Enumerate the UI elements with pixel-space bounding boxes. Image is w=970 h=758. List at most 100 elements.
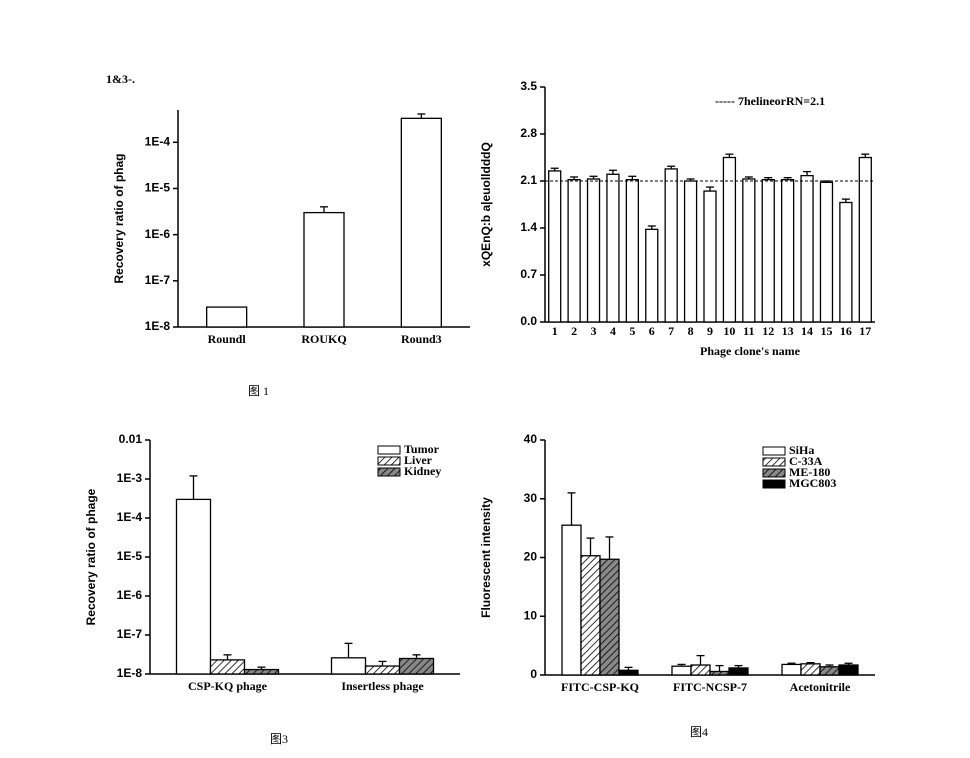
bar — [625, 179, 640, 323]
y-tick-label: 0.0 — [520, 314, 537, 328]
y-axis-label: Recovery ratio of phage — [84, 488, 98, 625]
bar — [303, 211, 345, 328]
bar — [580, 555, 601, 676]
y-tick-label: 1E-4 — [117, 510, 143, 524]
bar — [703, 190, 717, 323]
error-bar — [223, 654, 232, 660]
y-tick-label: 1E-5 — [117, 549, 143, 563]
bar — [618, 669, 639, 676]
bar — [722, 156, 737, 323]
error-bar — [320, 206, 328, 213]
y-axis-label: xQEnQ:b a|euolldddQ — [479, 142, 493, 267]
y-tick-label: 20 — [524, 550, 538, 564]
bar — [800, 663, 821, 676]
bar — [206, 306, 248, 328]
y-tick-label: 1E-6 — [145, 227, 171, 241]
error-bar — [803, 170, 812, 176]
x-tick-label: 6 — [649, 324, 655, 338]
y-tick-label: 1E-8 — [117, 666, 143, 680]
x-tick-label: 14 — [801, 324, 813, 338]
error-bar — [608, 169, 617, 175]
bar — [819, 181, 834, 323]
x-tick-label: ROUKQ — [301, 332, 346, 346]
error-bar — [725, 153, 734, 158]
x-tick-label: Roundl — [208, 332, 247, 346]
x-tick-label: FITC-CSP-KQ — [561, 680, 639, 694]
y-tick-label: 10 — [524, 608, 538, 622]
y-tick-label: 40 — [524, 432, 538, 446]
legend-swatch — [762, 457, 786, 467]
legend-label: ----- 7helineorRN=2.1 — [715, 94, 825, 108]
error-bar — [861, 153, 870, 158]
bar — [599, 558, 620, 676]
error-bar — [567, 492, 576, 526]
x-tick-label: 2 — [571, 324, 577, 338]
bar — [781, 663, 802, 676]
x-tick-label: 11 — [743, 324, 754, 338]
bar — [330, 657, 367, 675]
bar — [209, 659, 246, 675]
bar — [742, 178, 756, 323]
y-tick-label: 1E-7 — [117, 627, 143, 641]
bar — [690, 664, 711, 676]
x-tick-label: CSP-KQ phage — [188, 679, 268, 693]
x-tick-label: FITC-NCSP-7 — [673, 680, 747, 694]
bar — [664, 168, 678, 323]
y-tick-label: 0.01 — [119, 432, 143, 446]
y-tick-label: 1E-5 — [145, 181, 171, 195]
y-tick-label: 2.1 — [520, 173, 537, 187]
legend-swatch — [377, 467, 401, 477]
legend-label: Tumor — [404, 442, 440, 456]
error-bar — [378, 660, 387, 667]
error-bar — [667, 165, 676, 169]
x-tick-label: 16 — [840, 324, 852, 338]
error-bar — [586, 537, 595, 556]
bar — [175, 498, 212, 675]
y-tick-label: 1.4 — [520, 220, 537, 234]
error-bar — [189, 475, 198, 500]
x-tick-label: 10 — [723, 324, 735, 338]
x-axis-label: Phage clone's name — [700, 344, 801, 358]
bar — [709, 670, 730, 676]
x-tick-label: Round3 — [401, 332, 442, 346]
bar — [858, 156, 872, 323]
error-bar — [744, 176, 753, 179]
bar — [561, 524, 582, 676]
x-tick-label: 4 — [610, 324, 616, 338]
error-bar — [677, 663, 686, 667]
x-tick-label: 1 — [552, 324, 558, 338]
legend-label: C-33A — [789, 454, 823, 468]
legend-label: SiHa — [789, 443, 814, 457]
error-bar — [783, 176, 792, 180]
legend-swatch — [762, 446, 786, 456]
x-tick-label: 17 — [859, 324, 871, 338]
error-bar — [344, 642, 353, 658]
x-tick-label: 9 — [707, 324, 713, 338]
error-bar — [589, 175, 598, 179]
bar — [606, 173, 620, 323]
caption: 图 1 — [248, 384, 269, 398]
legend-label: ME-180 — [789, 465, 830, 479]
bar — [243, 668, 280, 675]
error-bar — [734, 664, 743, 668]
x-tick-label: Acetonitrile — [790, 680, 851, 694]
bar — [548, 170, 562, 323]
y-tick-label: 1E-3 — [117, 471, 143, 485]
error-bar — [628, 175, 637, 180]
error-bar — [605, 536, 614, 560]
bar — [671, 665, 692, 676]
x-tick-label: Insertless phage — [341, 679, 424, 693]
legend-label: Kidney — [404, 464, 441, 478]
bar — [819, 666, 840, 676]
error-bar — [257, 666, 266, 670]
x-tick-label: 5 — [629, 324, 635, 338]
error-bar — [696, 654, 705, 666]
y-axis-label: Recovery ratio of phag — [112, 153, 126, 283]
y-tick-label: 1E-8 — [145, 319, 171, 333]
error-bar — [647, 225, 656, 230]
legend-label: MGC803 — [789, 476, 836, 490]
y-tick-label: 2.8 — [520, 126, 537, 140]
bar — [645, 228, 659, 323]
error-bar — [624, 666, 633, 671]
